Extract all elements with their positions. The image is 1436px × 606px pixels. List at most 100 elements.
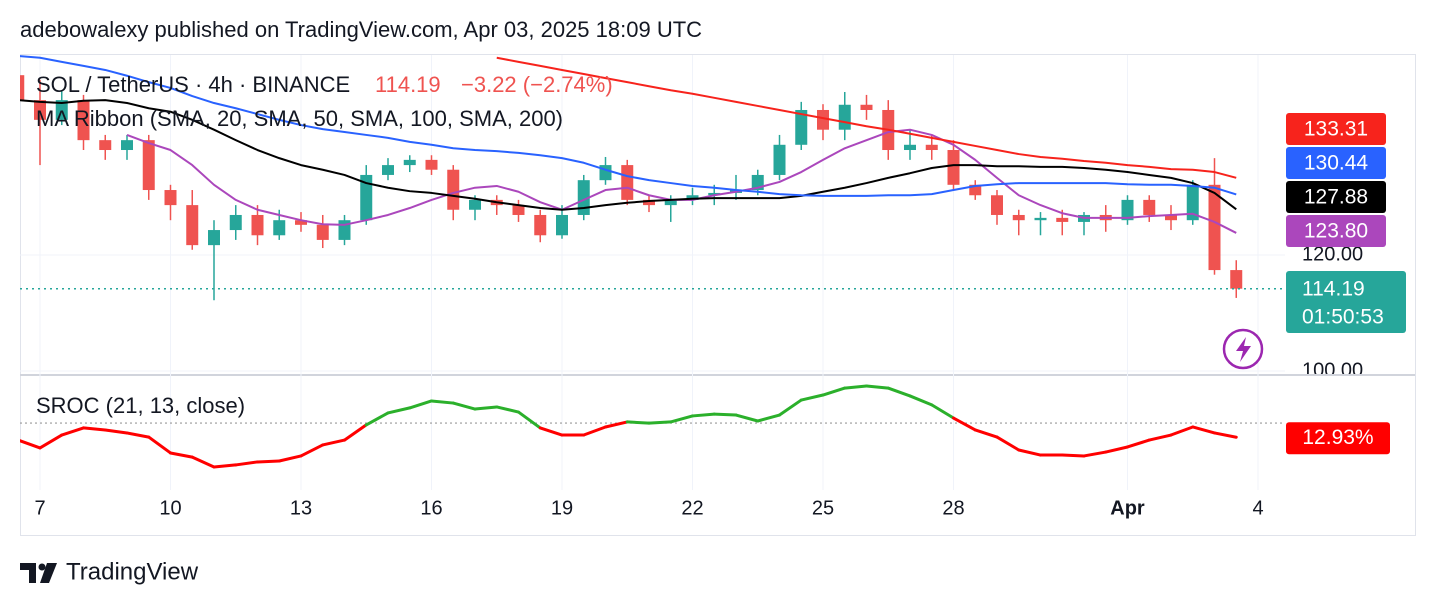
ma-value-label: 127.88: [1304, 186, 1368, 209]
sroc-segment: [495, 405, 520, 414]
price-pane: [20, 55, 1285, 301]
symbol-legend: SOL / TetherUS · 4h · BINANCE: [36, 72, 350, 97]
candle-body: [77, 100, 90, 141]
candle-body: [229, 214, 242, 231]
candle-body: [904, 144, 916, 151]
sroc-segment: [538, 426, 564, 437]
ma-line: [20, 55, 1237, 197]
sroc-segment: [103, 428, 129, 435]
candle-body: [1186, 184, 1199, 221]
publisher-line: adebowalexy published on TradingView.com…: [20, 17, 702, 42]
sroc-legend: SROC (21, 13, close): [36, 393, 245, 418]
countdown-label: 01:50:53: [1302, 306, 1384, 329]
candle-body: [512, 205, 525, 215]
sroc-segment: [386, 406, 412, 415]
candle-body: [121, 140, 133, 151]
candle-body: [425, 159, 438, 170]
candle-body: [1165, 214, 1177, 221]
sroc-segment: [473, 405, 499, 411]
x-tick-label: 13: [290, 497, 312, 519]
sroc-segment: [973, 428, 999, 439]
ma-value-badge: [1286, 147, 1386, 179]
sroc-segment: [190, 455, 216, 469]
badges: 123.80127.88130.44133.31114.1901:50:5312…: [1286, 113, 1406, 455]
sroc-segment: [712, 412, 738, 417]
ma-line: [496, 56, 1237, 179]
sroc-segment: [908, 394, 934, 407]
sroc-segment: [38, 433, 64, 450]
candle-body: [817, 109, 829, 130]
x-axis: 7 10 13 16 19 22 25 28 Apr 4: [34, 497, 1263, 519]
candle-body: [621, 165, 634, 200]
last-price-label: 114.19: [1302, 278, 1365, 301]
candle-body: [1056, 217, 1069, 222]
sroc-segment: [930, 403, 955, 420]
ma-value-label: 130.44: [1304, 152, 1369, 175]
icon-bolt[interactable]: [1236, 337, 1251, 362]
candle-body: [295, 220, 307, 225]
legend-change: −3.22 (−2.74%): [461, 72, 613, 97]
candle-body: [142, 140, 155, 191]
last-price-badge: [1286, 271, 1406, 333]
sroc-segment: [1126, 438, 1151, 449]
footer-brand: TradingView: [66, 558, 199, 585]
ma-legend: MA Ribbon (SMA, 20, SMA, 50, SMA, 100, S…: [36, 106, 563, 131]
candle-body: [382, 165, 394, 175]
candle-body: [708, 192, 721, 196]
sroc-pane: [20, 384, 1285, 469]
footer-logo: [20, 563, 57, 583]
sroc-value-label: 12.93%: [1302, 426, 1373, 449]
sroc-badge: [1286, 422, 1390, 455]
sroc-segment: [1169, 425, 1195, 437]
sroc-segment: [517, 410, 542, 430]
candle-body: [577, 180, 590, 215]
candle-body: [838, 104, 851, 130]
sroc-segment: [169, 451, 194, 459]
candle-body: [991, 195, 1003, 215]
sroc-segment: [364, 411, 390, 427]
x-tick-label: 16: [420, 497, 442, 519]
candle-body: [99, 140, 112, 151]
sroc-segment: [582, 425, 607, 437]
candle-body: [795, 109, 808, 145]
candle-body: [447, 169, 460, 210]
sroc-segment: [1213, 431, 1238, 439]
candle-body: [534, 214, 547, 236]
candle-body: [273, 220, 286, 236]
sroc-segment: [1147, 433, 1173, 442]
x-tick-label: 28: [942, 497, 964, 519]
candle-body: [664, 199, 677, 206]
logo-dot: [38, 563, 46, 571]
sroc-segment: [669, 414, 694, 424]
logo-v: [40, 563, 57, 583]
sroc-segment: [865, 384, 890, 390]
candle-body: [164, 190, 177, 206]
candle-body: [403, 159, 416, 166]
candle-body: [1034, 217, 1047, 221]
candle-body: [969, 184, 982, 196]
candle-body: [947, 150, 960, 185]
replay-icon[interactable]: [1222, 328, 1264, 370]
sroc-segment: [299, 443, 325, 458]
sroc-segment: [321, 438, 346, 447]
ma-value-label: 123.80: [1304, 220, 1368, 243]
candle-body: [860, 104, 873, 110]
chart-frame: [20, 54, 1416, 536]
sroc-segment: [604, 420, 629, 429]
sroc-segment: [60, 426, 85, 437]
sroc-segment: [647, 420, 673, 425]
sroc-segment: [82, 426, 107, 432]
price-axis: 120.00 100.00: [1302, 243, 1363, 374]
sroc-segment: [277, 454, 303, 463]
logo-t: [20, 563, 36, 583]
candle-body: [686, 195, 699, 200]
sroc-segment: [756, 413, 781, 423]
sroc-segment: [691, 412, 716, 418]
sroc-segment: [821, 386, 847, 397]
x-tick-label: 10: [159, 497, 181, 519]
candle-body: [925, 144, 938, 151]
x-tick-label: 7: [34, 497, 45, 519]
sroc-segment: [734, 413, 760, 423]
sroc-segment: [234, 460, 259, 467]
candle-body: [1143, 199, 1156, 215]
